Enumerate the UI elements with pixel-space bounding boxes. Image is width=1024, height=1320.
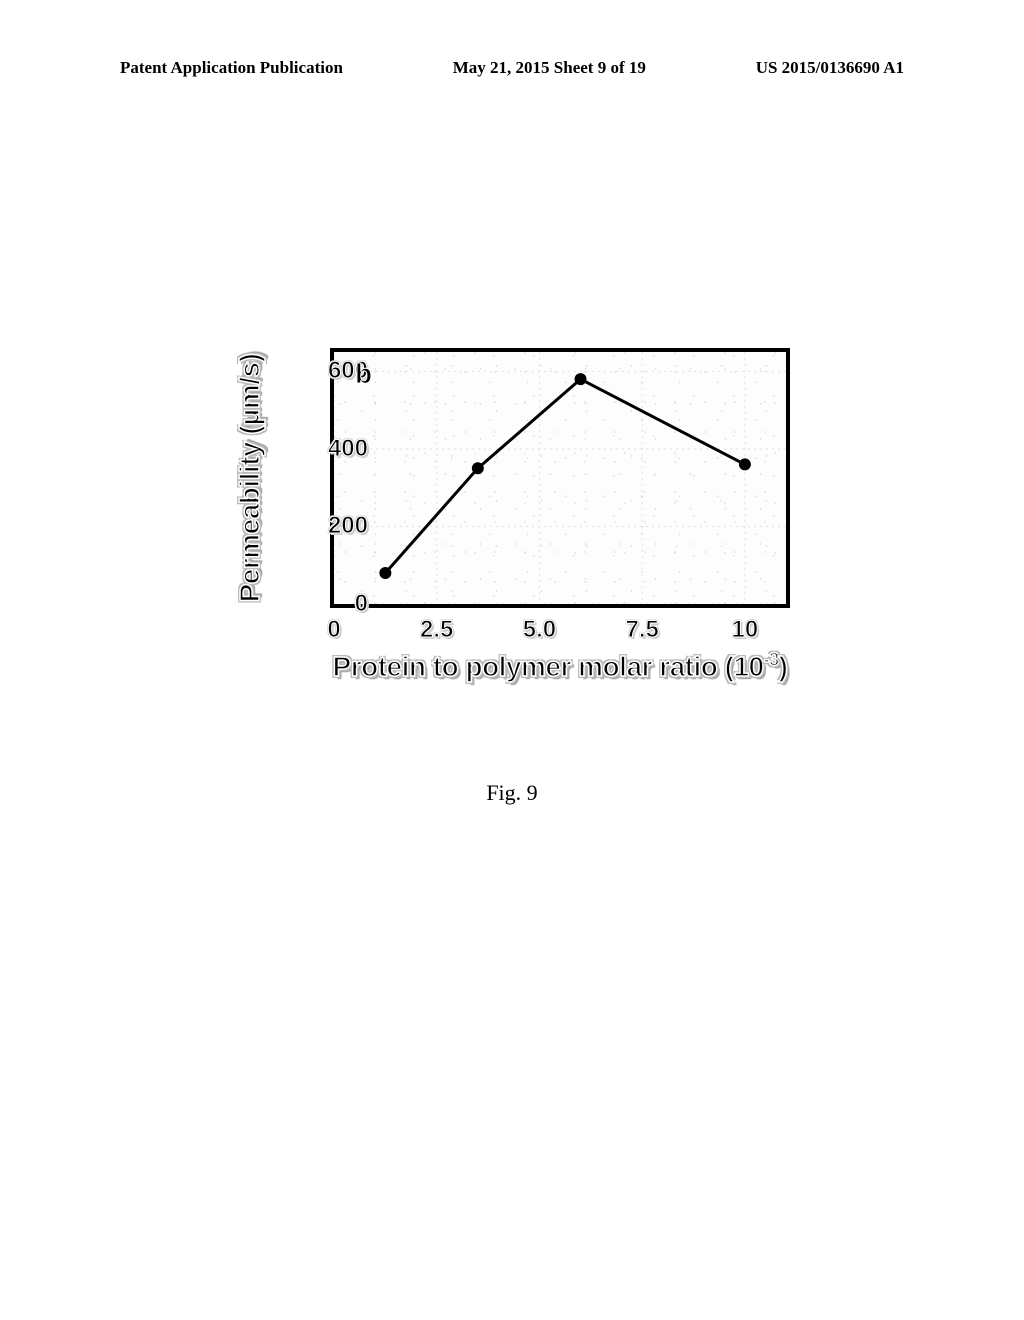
x-tick-label: 5.0: [523, 616, 556, 644]
x-axis-label: Protein to polymer molar ratio (10-3): [333, 650, 788, 683]
panel-label-b: b: [355, 358, 372, 390]
header-left: Patent Application Publication: [120, 58, 343, 78]
plot-area: [330, 348, 790, 608]
y-tick-label: 200: [328, 512, 368, 540]
x-tick-label: 0: [327, 616, 340, 644]
header-center: May 21, 2015 Sheet 9 of 19: [453, 58, 646, 78]
x-tick-label: 7.5: [625, 616, 658, 644]
x-tick-label: 10: [732, 616, 759, 644]
chart-container: 0200400600 02.55.07.510 Permeability (μm…: [180, 328, 840, 698]
header-right: US 2015/0136690 A1: [756, 58, 904, 78]
chart-svg: [334, 352, 786, 604]
figure-9: 0200400600 02.55.07.510 Permeability (μm…: [180, 328, 840, 698]
y-axis-label: Permeability (μm/s): [234, 354, 266, 603]
figure-caption: Fig. 9: [0, 780, 1024, 806]
y-tick-label: 400: [328, 435, 368, 463]
y-tick-label: 0: [355, 590, 368, 618]
page-header: Patent Application Publication May 21, 2…: [0, 58, 1024, 78]
x-tick-label: 2.5: [420, 616, 453, 644]
